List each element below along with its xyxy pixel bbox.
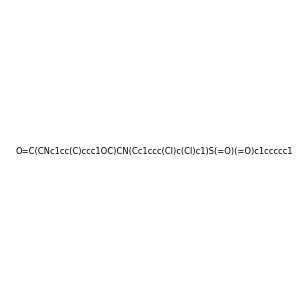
- Text: O=C(CNc1cc(C)ccc1OC)CN(Cc1ccc(Cl)c(Cl)c1)S(=O)(=O)c1ccccc1: O=C(CNc1cc(C)ccc1OC)CN(Cc1ccc(Cl)c(Cl)c1…: [15, 147, 292, 156]
